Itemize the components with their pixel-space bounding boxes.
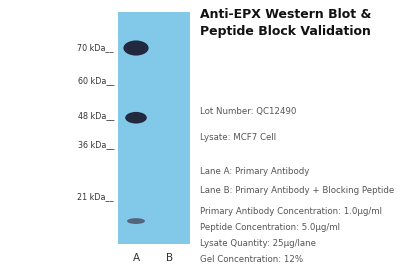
Text: 48 kDa__: 48 kDa__ bbox=[78, 111, 114, 120]
Text: A: A bbox=[132, 253, 140, 263]
Text: 36 kDa__: 36 kDa__ bbox=[78, 140, 114, 149]
Text: Lot Number: QC12490: Lot Number: QC12490 bbox=[200, 107, 296, 116]
Text: Anti-EPX Western Blot &
Peptide Block Validation: Anti-EPX Western Blot & Peptide Block Va… bbox=[200, 8, 371, 38]
Text: 70 kDa__: 70 kDa__ bbox=[78, 44, 114, 53]
Text: Lane B: Primary Antibody + Blocking Peptide: Lane B: Primary Antibody + Blocking Pept… bbox=[200, 186, 394, 195]
Text: Lysate: MCF7 Cell: Lysate: MCF7 Cell bbox=[200, 134, 276, 143]
Text: Peptide Concentration: 5.0μg/ml: Peptide Concentration: 5.0μg/ml bbox=[200, 223, 340, 232]
Ellipse shape bbox=[125, 112, 147, 124]
Text: Primary Antibody Concentration: 1.0μg/ml: Primary Antibody Concentration: 1.0μg/ml bbox=[200, 207, 382, 216]
Ellipse shape bbox=[127, 218, 145, 224]
Text: 21 kDa__: 21 kDa__ bbox=[78, 192, 114, 201]
Text: Lysate Quantity: 25μg/lane: Lysate Quantity: 25μg/lane bbox=[200, 239, 316, 248]
Text: Gel Concentration: 12%: Gel Concentration: 12% bbox=[200, 255, 303, 264]
Ellipse shape bbox=[123, 41, 149, 56]
Text: Lane A: Primary Antibody: Lane A: Primary Antibody bbox=[200, 167, 309, 176]
Text: 60 kDa__: 60 kDa__ bbox=[78, 76, 114, 85]
Text: B: B bbox=[166, 253, 174, 263]
FancyBboxPatch shape bbox=[118, 12, 190, 244]
